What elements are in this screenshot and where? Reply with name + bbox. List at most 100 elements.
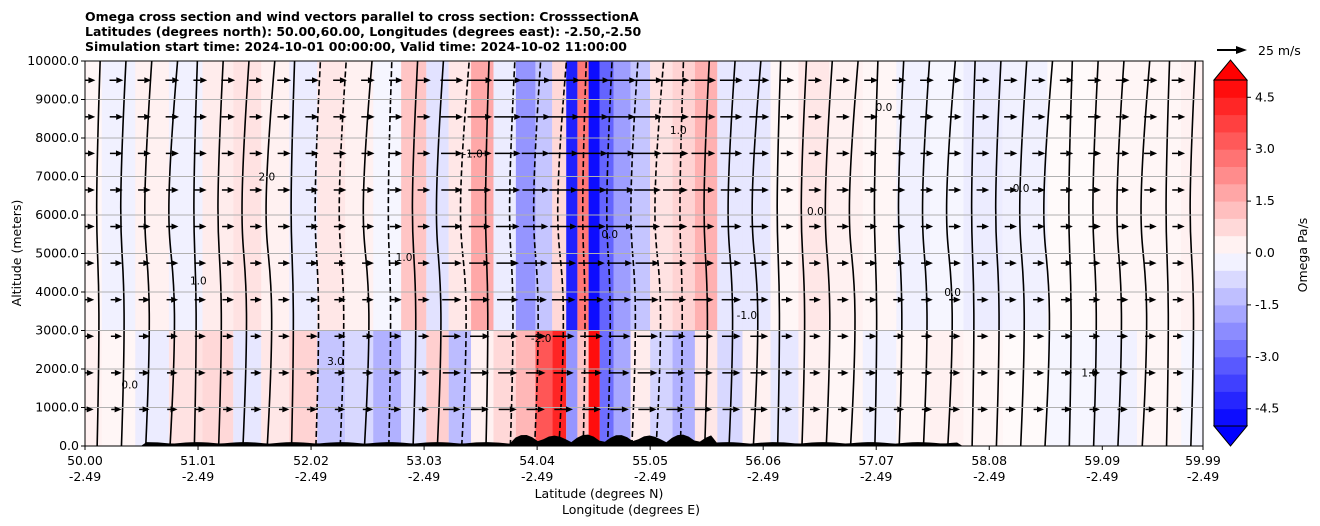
contour-label: 0.0 — [807, 206, 824, 218]
wind-vector-head — [116, 113, 124, 120]
wind-vector-head — [227, 150, 235, 157]
wind-vector-head — [652, 260, 660, 267]
wind-vector-head — [456, 77, 464, 84]
wind-vector-head — [114, 406, 122, 413]
omega-band-high — [650, 61, 673, 331]
omega-band-high — [577, 61, 589, 331]
wind-vector-head — [227, 260, 235, 267]
wind-vector-head — [1121, 186, 1129, 193]
wind-vector-head — [981, 333, 989, 340]
x-tick-lat: 58.08 — [971, 453, 1007, 468]
y-tick-label: 1000.0 — [35, 400, 79, 415]
wind-vector-head — [1177, 333, 1185, 340]
wind-vector-head — [367, 186, 375, 193]
omega-band-low — [289, 330, 318, 446]
omega-band-high — [233, 61, 262, 331]
wind-vector-head — [1038, 186, 1046, 193]
wind-vector-head — [423, 186, 431, 193]
wind-vector-head — [394, 260, 402, 267]
contour-label: 1.0 — [1081, 368, 1098, 380]
wind-vector-head — [1149, 223, 1157, 230]
wind-vector-head — [395, 113, 403, 120]
x-tick-lon: -2.49 — [1187, 469, 1219, 484]
wind-vector-head — [115, 150, 123, 157]
contour-label: 2.0 — [259, 171, 276, 183]
wind-vector-head — [1038, 150, 1046, 157]
wind-vector-head — [116, 77, 124, 84]
x-tick-lat: 50.00 — [67, 453, 103, 468]
colorbar-step — [1214, 131, 1247, 150]
wind-vector-head — [541, 223, 549, 230]
omega-band-low — [929, 330, 964, 446]
wind-vector-head — [282, 333, 290, 340]
quiver-key-arrowhead — [1236, 46, 1247, 54]
x-tick-lat: 52.02 — [293, 453, 329, 468]
x-axis: 50.00-2.4951.01-2.4952.02-2.4953.03-2.49… — [67, 446, 1221, 484]
omega-band-low — [471, 330, 494, 446]
wind-vector-head — [1093, 260, 1101, 267]
y-tick-label: 0.0 — [59, 438, 79, 453]
wind-vector-head — [1120, 406, 1128, 413]
y-axis-label: Altitude (meters) — [9, 200, 24, 307]
wind-vector-head — [841, 369, 849, 376]
colorbar-step — [1214, 270, 1247, 289]
wind-vector-head — [785, 369, 793, 376]
wind-vector-head — [841, 296, 849, 303]
wind-vector-head — [338, 369, 346, 376]
x-tick-lon: -2.49 — [295, 469, 327, 484]
wind-vector-head — [897, 406, 905, 413]
wind-vector-head — [814, 223, 822, 230]
wind-vector-head — [284, 77, 292, 84]
wind-vector-head — [1177, 260, 1185, 267]
wind-vector-head — [1177, 186, 1185, 193]
wind-vector-head — [1037, 296, 1045, 303]
wind-vector-head — [1010, 150, 1018, 157]
wind-vector-head — [339, 186, 347, 193]
y-axis: 0.0 1000.0 2000.0 3000.0 4000.0 5000.0 6000.0 7… — [27, 53, 85, 453]
wind-vector-head — [761, 186, 769, 193]
wind-vector-head — [423, 77, 431, 84]
wind-vector-head — [143, 223, 151, 230]
wind-vector-head — [255, 260, 263, 267]
wind-vector-head — [512, 260, 520, 267]
wind-vector-head — [596, 296, 604, 303]
wind-vector-head — [813, 369, 821, 376]
colorbar-label: Omega Pa/s — [1295, 218, 1310, 293]
wind-vector-head — [310, 369, 318, 376]
wind-vector-head — [926, 150, 934, 157]
wind-vector-head — [1037, 260, 1045, 267]
wind-vector-head — [367, 150, 375, 157]
wind-vector-head — [254, 333, 262, 340]
wind-vector-head — [926, 113, 934, 120]
wind-vector-head — [513, 150, 521, 157]
wind-vector-head — [484, 150, 492, 157]
wind-vector-head — [542, 150, 550, 157]
wind-vector-head — [1009, 333, 1017, 340]
wind-vector-head — [650, 369, 658, 376]
wind-vector-head — [422, 369, 430, 376]
wind-vector-head — [568, 296, 576, 303]
wind-vector-head — [1037, 223, 1045, 230]
wind-vector-head — [395, 223, 403, 230]
wind-vector-head — [813, 333, 821, 340]
wind-vector-head — [1065, 223, 1073, 230]
omega-band-low — [588, 330, 600, 446]
wind-vector-head — [513, 186, 521, 193]
wind-vector-head — [813, 406, 821, 413]
wind-vector-head — [842, 150, 850, 157]
wind-vector-head — [761, 369, 769, 376]
omega-band-low — [829, 330, 863, 446]
wind-vector-head — [1064, 406, 1072, 413]
x-tick-lon: -2.49 — [747, 469, 779, 484]
wind-vector-head — [485, 113, 493, 120]
wind-vector-head — [869, 333, 877, 340]
y-tick-label: 5000.0 — [35, 246, 79, 261]
wind-vector-head — [982, 150, 990, 157]
omega-band-low — [373, 330, 402, 446]
wind-vector-head — [454, 296, 462, 303]
omega-band-high — [588, 61, 600, 331]
wind-vector-head — [1149, 333, 1157, 340]
wind-vector-head — [199, 260, 207, 267]
wind-vector-head — [1122, 77, 1130, 84]
omega-band-low — [317, 330, 346, 446]
